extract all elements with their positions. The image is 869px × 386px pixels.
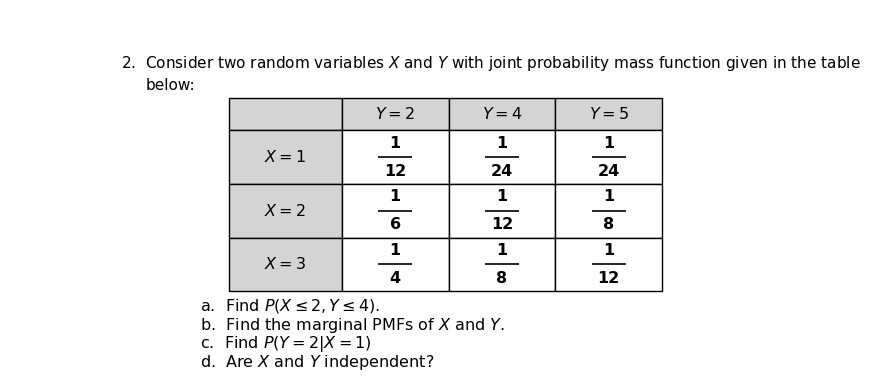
Bar	[229, 184, 342, 238]
Bar	[555, 184, 662, 238]
Text: 1: 1	[603, 135, 614, 151]
Text: $Y = 5$: $Y = 5$	[588, 106, 629, 122]
Text: 2.  Consider two random variables $X$ and $Y$ with joint probability mass functi: 2. Consider two random variables $X$ and…	[121, 54, 860, 73]
Text: 6: 6	[389, 217, 401, 232]
Text: b.  Find the marginal PMFs of $X$ and $Y$.: b. Find the marginal PMFs of $X$ and $Y$…	[200, 316, 504, 335]
Text: 12: 12	[491, 217, 513, 232]
Bar	[448, 238, 555, 291]
Bar	[229, 130, 342, 184]
Text: 24: 24	[491, 164, 513, 179]
Text: 1: 1	[496, 135, 507, 151]
Bar	[448, 98, 555, 130]
Text: $X = 1$: $X = 1$	[264, 149, 306, 165]
Text: c.  Find $P(Y = 2|X = 1)$: c. Find $P(Y = 2|X = 1)$	[200, 334, 371, 354]
Text: 12: 12	[598, 271, 620, 286]
Text: 1: 1	[496, 189, 507, 204]
Text: 4: 4	[389, 271, 401, 286]
Text: 1: 1	[389, 189, 401, 204]
Bar	[342, 184, 448, 238]
Text: $X = 3$: $X = 3$	[264, 256, 306, 273]
Text: d.  Are $X$ and $Y$ independent?: d. Are $X$ and $Y$ independent?	[200, 353, 434, 372]
Bar	[448, 184, 555, 238]
Bar	[555, 238, 662, 291]
Text: 1: 1	[389, 135, 401, 151]
Bar	[229, 238, 342, 291]
Text: $Y = 4$: $Y = 4$	[481, 106, 522, 122]
Text: 24: 24	[598, 164, 620, 179]
Bar	[555, 130, 662, 184]
Bar	[342, 238, 448, 291]
Text: 1: 1	[603, 243, 614, 258]
Text: $X = 2$: $X = 2$	[264, 203, 306, 219]
Text: 8: 8	[496, 271, 507, 286]
Text: below:: below:	[146, 78, 196, 93]
Text: a.  Find $P(X \leq 2, Y \leq 4)$.: a. Find $P(X \leq 2, Y \leq 4)$.	[200, 298, 380, 315]
Bar	[342, 98, 448, 130]
Text: 1: 1	[496, 243, 507, 258]
Bar	[555, 98, 662, 130]
Bar	[342, 130, 448, 184]
Bar	[448, 130, 555, 184]
Bar	[229, 98, 342, 130]
Text: 1: 1	[389, 243, 401, 258]
Text: $Y = 2$: $Y = 2$	[375, 106, 415, 122]
Text: 12: 12	[384, 164, 407, 179]
Text: 8: 8	[603, 217, 614, 232]
Text: 1: 1	[603, 189, 614, 204]
